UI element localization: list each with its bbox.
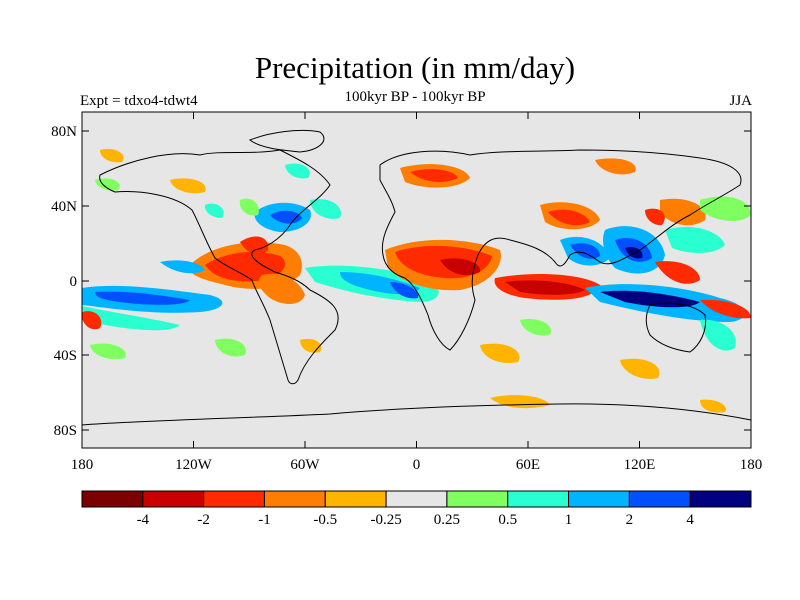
colorbar-label: 0.5 bbox=[498, 512, 517, 528]
anomaly-region bbox=[215, 338, 246, 357]
lon-tick-label: 0 bbox=[413, 457, 421, 473]
latitude-axis: 80N 40N 0 40S 80S bbox=[51, 124, 751, 439]
longitude-axis: 180 120W 60W 0 60E 120E 180 bbox=[71, 112, 763, 473]
anomaly-region bbox=[82, 306, 180, 331]
coastline-americas bbox=[99, 149, 339, 385]
colorbar: -4 -2 -1 -0.5 -0.25 0.25 0.5 1 2 4 bbox=[81, 490, 752, 528]
anomaly-region bbox=[665, 226, 725, 253]
colorbar-label: 4 bbox=[686, 512, 694, 528]
colorbar-swatch bbox=[385, 490, 448, 508]
anomaly-region bbox=[205, 251, 285, 282]
anomaly-region bbox=[548, 209, 590, 226]
coastline-antarctica bbox=[82, 403, 751, 426]
anomaly-region bbox=[90, 343, 126, 360]
coastline-australia bbox=[645, 302, 707, 353]
colorbar-label: -1 bbox=[258, 512, 271, 528]
anomaly-region bbox=[239, 198, 259, 216]
anomaly-region bbox=[390, 282, 419, 299]
anomaly-region bbox=[520, 319, 551, 336]
period-label: 100kyr BP - 100kyr BP bbox=[344, 89, 486, 105]
anomaly-region bbox=[480, 343, 520, 364]
colorbar-label: 1 bbox=[565, 512, 573, 528]
colorbar-swatch bbox=[142, 490, 205, 508]
anomaly-region bbox=[440, 258, 481, 276]
anomaly-region bbox=[570, 243, 600, 259]
colorbar-label: -0.25 bbox=[370, 512, 401, 528]
coastline-eurasia-africa bbox=[379, 149, 742, 351]
anomaly-region bbox=[595, 158, 636, 175]
coastlines bbox=[82, 129, 751, 426]
anomaly-region bbox=[410, 169, 458, 182]
colorbar-swatch bbox=[324, 490, 387, 508]
anomaly-region bbox=[625, 247, 643, 259]
anomaly-region bbox=[160, 260, 205, 274]
anomaly-region bbox=[310, 199, 341, 219]
anomaly-region bbox=[700, 299, 751, 319]
experiment-label: Expt = tdxo4-tdwt4 bbox=[80, 93, 198, 109]
colorbar-label: 0.25 bbox=[434, 512, 460, 528]
anomaly-region bbox=[505, 280, 585, 295]
lon-tick-label: 180 bbox=[71, 457, 94, 473]
anomaly-region bbox=[285, 163, 310, 179]
figure-title: Precipitation (in mm/day) bbox=[254, 50, 576, 85]
colorbar-swatch bbox=[628, 490, 691, 508]
lon-tick-label: 60E bbox=[516, 457, 540, 473]
anomaly-region bbox=[170, 178, 206, 194]
coastline-greenland-arctic bbox=[249, 129, 325, 153]
anomaly-region bbox=[240, 236, 269, 255]
colorbar-swatch bbox=[689, 490, 752, 508]
anomaly-region bbox=[700, 319, 736, 351]
anomaly-region bbox=[82, 311, 102, 330]
colorbar-swatch bbox=[81, 490, 144, 508]
lon-tick-label: 120W bbox=[175, 457, 213, 473]
anomaly-region bbox=[300, 338, 322, 353]
lat-tick-label: 0 bbox=[70, 274, 78, 290]
season-label: JJA bbox=[729, 93, 752, 109]
colorbar-label: -4 bbox=[137, 512, 150, 528]
anomaly-region bbox=[660, 198, 706, 226]
precip-anomaly-fields bbox=[82, 148, 751, 413]
anomaly-region bbox=[100, 148, 124, 163]
colorbar-label: -2 bbox=[197, 512, 210, 528]
anomaly-region bbox=[645, 208, 665, 226]
colorbar-swatch bbox=[507, 490, 570, 508]
anomaly-region bbox=[95, 178, 120, 191]
colorbar-swatch bbox=[568, 490, 630, 508]
colorbar-swatch bbox=[203, 490, 265, 508]
colorbar-label: -0.5 bbox=[313, 512, 337, 528]
lon-tick-label: 60W bbox=[290, 457, 320, 473]
lat-tick-label: 80S bbox=[54, 423, 77, 439]
colorbar-swatch bbox=[446, 490, 509, 508]
lat-tick-label: 40N bbox=[51, 199, 77, 215]
colorbar-label: 2 bbox=[626, 512, 634, 528]
anomaly-region bbox=[700, 399, 726, 413]
lon-tick-label: 180 bbox=[740, 457, 763, 473]
anomaly-region bbox=[258, 273, 305, 304]
lat-tick-label: 40S bbox=[54, 348, 77, 364]
anomaly-region bbox=[204, 203, 224, 218]
anomaly-region bbox=[655, 261, 700, 284]
anomaly-region bbox=[700, 196, 751, 222]
anomaly-region bbox=[95, 291, 190, 305]
colorbar-swatch bbox=[263, 490, 326, 508]
lon-tick-label: 120E bbox=[624, 457, 656, 473]
lat-tick-label: 80N bbox=[51, 124, 77, 140]
anomaly-region bbox=[620, 358, 660, 379]
